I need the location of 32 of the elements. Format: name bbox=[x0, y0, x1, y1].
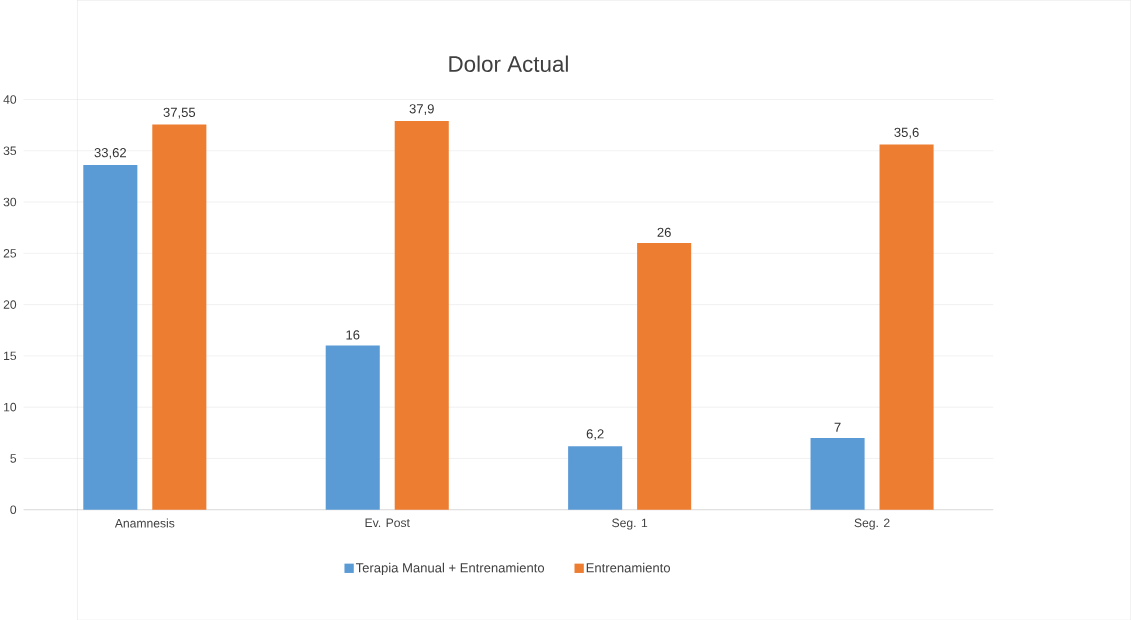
y-tick-label: 35 bbox=[3, 146, 17, 155]
bar bbox=[810, 437, 865, 510]
bar bbox=[637, 242, 692, 510]
y-tick-label: 0 bbox=[10, 505, 17, 514]
y-tick-label: 25 bbox=[3, 248, 17, 258]
bar bbox=[83, 164, 138, 510]
bar bbox=[325, 345, 380, 510]
bar bbox=[394, 120, 449, 510]
y-tick-label: 10 bbox=[4, 402, 17, 412]
chart-title: Dolor Actual bbox=[449, 55, 568, 72]
data-label: 16 bbox=[346, 330, 360, 340]
data-label: 6,2 bbox=[586, 429, 604, 440]
bar bbox=[152, 124, 207, 510]
x-tick-label: Anamnesis bbox=[114, 518, 175, 528]
y-tick-label: 40 bbox=[3, 94, 17, 104]
bar bbox=[879, 144, 934, 510]
data-label: 7 bbox=[834, 422, 841, 432]
x-tick-label: Ev. Post bbox=[365, 518, 410, 527]
data-label: 26 bbox=[657, 227, 671, 237]
y-tick-label: 5 bbox=[10, 454, 17, 463]
y-tick-label: 15 bbox=[4, 351, 17, 360]
y-tick-label: 30 bbox=[3, 197, 17, 207]
data-label: 33,62 bbox=[94, 147, 127, 159]
data-label: 37,55 bbox=[163, 107, 196, 119]
x-tick-label: Seg. 1 bbox=[612, 518, 648, 530]
legend-label: Terapia Manual + Entrenamiento bbox=[355, 562, 545, 575]
legend-label: Entrenamiento bbox=[586, 562, 671, 573]
y-tick-label: 20 bbox=[3, 300, 17, 309]
bar bbox=[568, 445, 623, 510]
data-label: 35,6 bbox=[894, 127, 919, 139]
x-tick-label: Seg. 2 bbox=[854, 518, 890, 530]
data-label: 37,9 bbox=[409, 103, 434, 115]
